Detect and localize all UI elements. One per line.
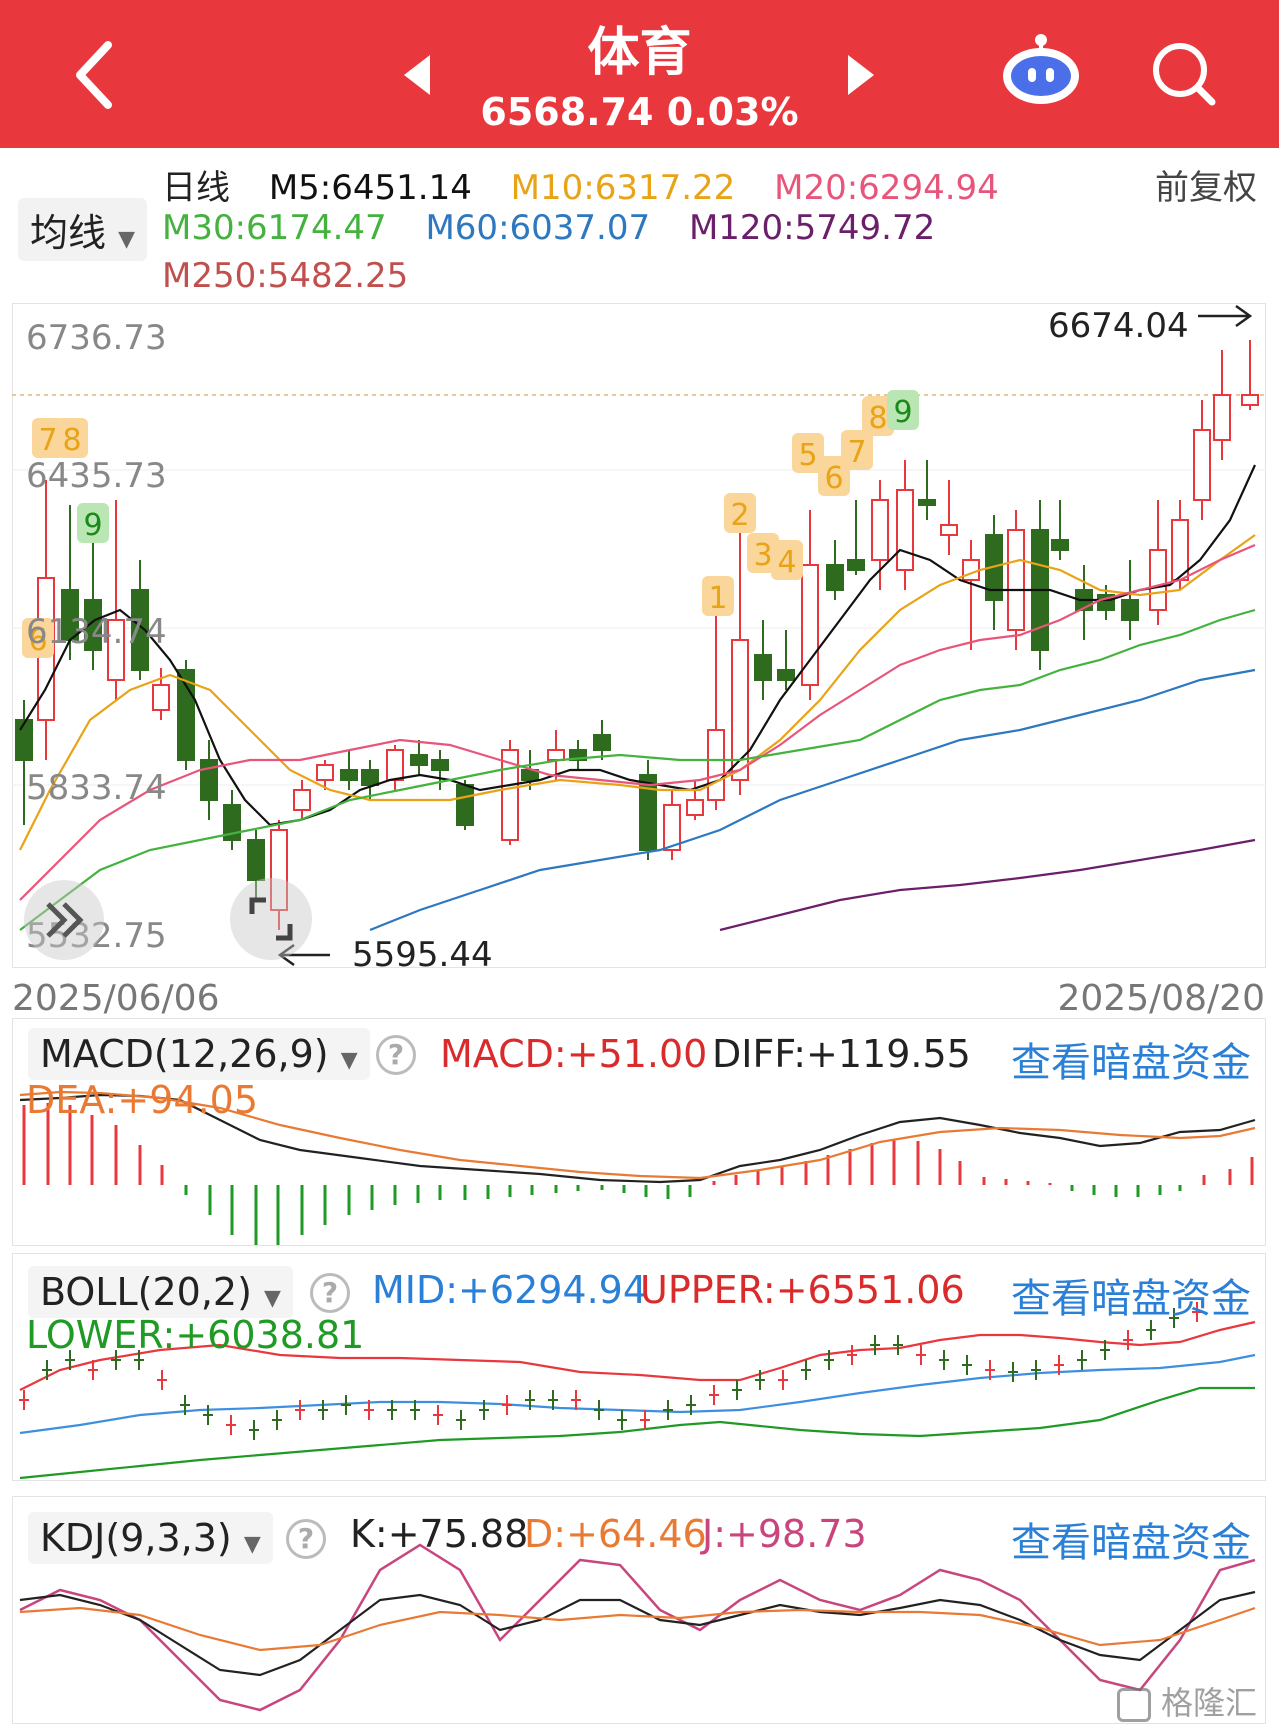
chevron-down-icon: ▼ (340, 1048, 358, 1073)
end-date: 2025/08/20 (1057, 978, 1266, 1019)
next-stock-button[interactable] (840, 50, 880, 100)
help-icon[interactable]: ? (286, 1519, 326, 1559)
indicator-selector[interactable]: 均线 ▼ (18, 198, 148, 261)
diff-value: DIFF:+119.55 (712, 1032, 971, 1076)
price-summary: 6568.74 0.03% (0, 90, 1279, 134)
boll-selector[interactable]: BOLL(20,2) ▼ (28, 1266, 293, 1318)
help-icon[interactable]: ? (310, 1273, 350, 1313)
top-bar: 体育 6568.74 0.03% (0, 0, 1279, 148)
double-chevron-right-icon (46, 902, 84, 938)
adjust-button[interactable]: 前复权 (1155, 168, 1257, 208)
ma120-value: M120:5749.72 (688, 208, 936, 248)
search-icon (1153, 43, 1216, 106)
chevron-down-icon: ▼ (243, 1532, 261, 1557)
back-button[interactable] (60, 30, 140, 120)
y-axis-label: 5833.74 (26, 768, 167, 808)
ma10-value: M10:6317.22 (510, 168, 736, 208)
boll-upper-value: UPPER:+6551.06 (640, 1268, 965, 1312)
boll-lower-value: LOWER:+6038.81 (26, 1313, 365, 1357)
y-axis-label: 6435.73 (26, 456, 167, 496)
high-price-label: 6674.04 (1048, 306, 1189, 346)
chevron-down-icon: ▼ (118, 227, 136, 252)
expand-sidebar-button[interactable] (24, 880, 104, 960)
y-axis-label: 6736.73 (26, 318, 167, 358)
start-date: 2025/06/06 (12, 978, 220, 1019)
prev-stock-button[interactable] (398, 50, 438, 100)
low-price-label: 5595.44 (352, 935, 493, 975)
change-percent: 0.03% (666, 90, 799, 134)
macd-value: MACD:+51.00 (440, 1032, 708, 1076)
search-button[interactable] (1150, 40, 1220, 110)
boll-panel[interactable] (12, 1253, 1266, 1481)
boll-mid-value: MID:+6294.94 (372, 1268, 648, 1312)
fullscreen-button[interactable] (230, 878, 312, 960)
kdj-j-value: J:+98.73 (702, 1512, 867, 1556)
kdj-panel[interactable] (12, 1496, 1266, 1724)
back-arrow-icon (76, 41, 112, 109)
robot-icon (1003, 34, 1079, 104)
kdj-selector[interactable]: KDJ(9,3,3) ▼ (28, 1512, 273, 1564)
page-title: 体育 (587, 23, 692, 83)
kdj-k-value: K:+75.88 (350, 1512, 529, 1556)
dark-pool-link[interactable]: 查看暗盘资金 (1011, 1040, 1251, 1086)
triangle-right-icon (848, 55, 874, 95)
help-icon[interactable]: ? (376, 1035, 416, 1075)
ma-line-3: M250:5482.25 (162, 256, 408, 296)
ma-line-1: 日线 M5:6451.14 M10:6317.22 M20:6294.94 (162, 160, 999, 209)
macd-selector[interactable]: MACD(12,26,9) ▼ (28, 1028, 370, 1080)
kdj-d-value: D:+64.46 (524, 1512, 707, 1556)
chevron-down-icon: ▼ (264, 1286, 281, 1311)
watermark-logo-icon (1116, 1688, 1151, 1722)
fullscreen-icon (249, 897, 293, 941)
y-axis-label: 6134.74 (26, 612, 167, 652)
ma20-value: M20:6294.94 (774, 168, 999, 208)
dea-value: DEA:+94.05 (26, 1078, 259, 1122)
macd-panel[interactable] (12, 1018, 1266, 1246)
ma60-value: M60:6037.07 (425, 208, 651, 248)
ai-assistant-button[interactable] (1000, 30, 1082, 110)
ma250-value: M250:5482.25 (162, 256, 409, 296)
last-price: 6568.74 (480, 90, 654, 134)
ma-line-2: M30:6174.47 M60:6037.07 M120:5749.72 (162, 208, 935, 248)
triangle-left-icon (404, 55, 430, 95)
period-label: 日线 (162, 168, 230, 208)
ma30-value: M30:6174.47 (162, 208, 387, 248)
candlestick-chart[interactable] (12, 303, 1266, 968)
watermark: 格隆汇 (1116, 1678, 1257, 1724)
dark-pool-link[interactable]: 查看暗盘资金 (1011, 1520, 1251, 1566)
ma5-value: M5:6451.14 (268, 168, 472, 208)
dark-pool-link[interactable]: 查看暗盘资金 (1011, 1276, 1251, 1322)
